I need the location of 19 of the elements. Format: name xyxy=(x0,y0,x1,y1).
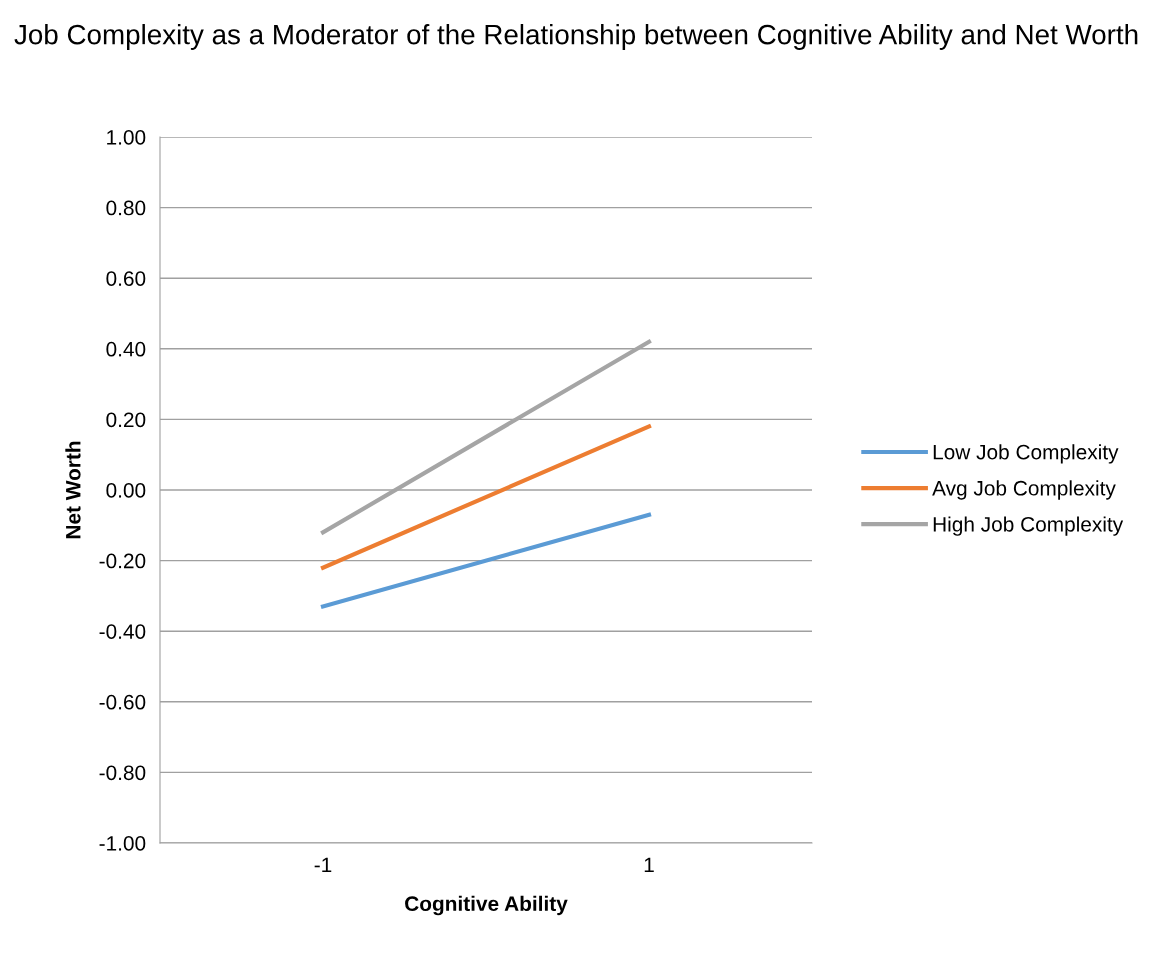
y-axis-title: Net Worth xyxy=(65,441,81,539)
x-tick-label: -1 xyxy=(314,857,332,872)
legend-label: Avg Job Complexity xyxy=(932,480,1116,500)
y-tick-label: -1.00 xyxy=(99,836,146,851)
y-tick-label: 0.20 xyxy=(106,412,146,428)
legend-label: High Job Complexity xyxy=(933,516,1124,536)
y-tick-label: -0.40 xyxy=(99,624,146,639)
y-tick-label: 0.80 xyxy=(106,200,146,216)
y-tick-label: 0.40 xyxy=(106,341,146,357)
chart-title: Job Complexity as a Moderator of the Relationship between Cognitive Ability and Net Worth xyxy=(14,24,1138,50)
y-tick-label: -0.20 xyxy=(99,553,146,569)
y-tick-label: 1.00 xyxy=(107,130,146,145)
y-tick-label: 0.00 xyxy=(106,483,146,498)
x-tick-label: 1 xyxy=(644,857,654,872)
x-axis-title: Cognitive Ability xyxy=(405,895,568,916)
y-tick-label: 0.60 xyxy=(106,271,146,286)
y-tick-label: -0.80 xyxy=(99,765,146,781)
y-tick-label: -0.60 xyxy=(99,694,146,710)
legend-label: Low Job Complexity xyxy=(933,444,1119,464)
